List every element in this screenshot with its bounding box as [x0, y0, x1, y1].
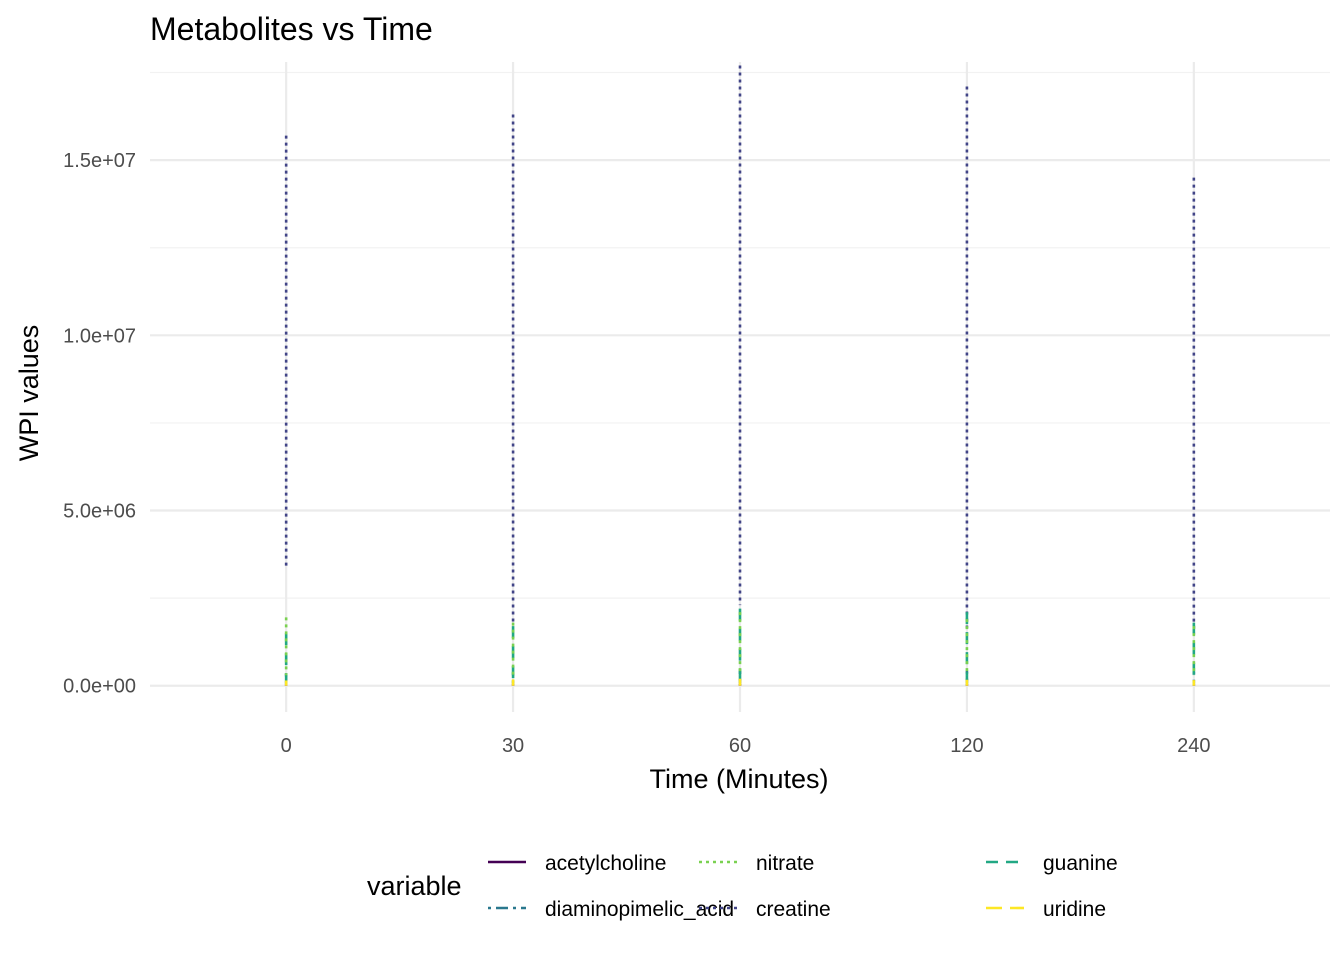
- chart-title: Metabolites vs Time: [150, 11, 433, 47]
- y-tick-label: 1.0e+07: [63, 325, 136, 347]
- x-tick-label: 60: [729, 735, 751, 757]
- y-tick-label: 0.0e+00: [63, 676, 136, 698]
- legend-label: guanine: [1043, 852, 1118, 875]
- legend-title: variable: [367, 871, 462, 901]
- x-tick-label: 0: [281, 735, 292, 757]
- x-tick-label: 240: [1177, 735, 1210, 757]
- legend-label: diaminopimelic_acid: [545, 898, 734, 921]
- legend-label: creatine: [756, 898, 831, 921]
- legend-label: acetylcholine: [545, 852, 666, 875]
- legend-item: creatine: [699, 898, 831, 921]
- series-layer: [284, 65, 1196, 686]
- legend-item: uridine: [986, 898, 1106, 921]
- y-axis-title: WPI values: [14, 325, 44, 462]
- legend: variable acetylcholine diaminopimelic_aci…: [367, 852, 1118, 921]
- legend-label: nitrate: [756, 852, 814, 875]
- x-tick-label: 30: [502, 735, 524, 757]
- legend-label: uridine: [1043, 898, 1106, 921]
- legend-item: nitrate: [699, 852, 814, 875]
- y-tick-label: 1.5e+07: [63, 150, 136, 172]
- legend-item: acetylcholine: [488, 852, 666, 875]
- legend-item: diaminopimelic_acid: [488, 898, 734, 921]
- series-uridine: [284, 678, 1196, 686]
- x-axis-title: Time (Minutes): [649, 764, 828, 794]
- legend-items: acetylcholine diaminopimelic_acid nitrate c…: [488, 852, 1118, 921]
- x-tick-label: 120: [950, 735, 983, 757]
- legend-item: guanine: [986, 852, 1118, 875]
- x-axis-ticks: 0 30 60 120 240: [281, 735, 1211, 757]
- y-tick-label: 5.0e+06: [63, 501, 136, 523]
- series-nitrate: [284, 612, 1196, 676]
- series-creatine: [284, 65, 1196, 634]
- y-axis-ticks: 0.0e+00 5.0e+06 1.0e+07 1.5e+07: [63, 150, 136, 698]
